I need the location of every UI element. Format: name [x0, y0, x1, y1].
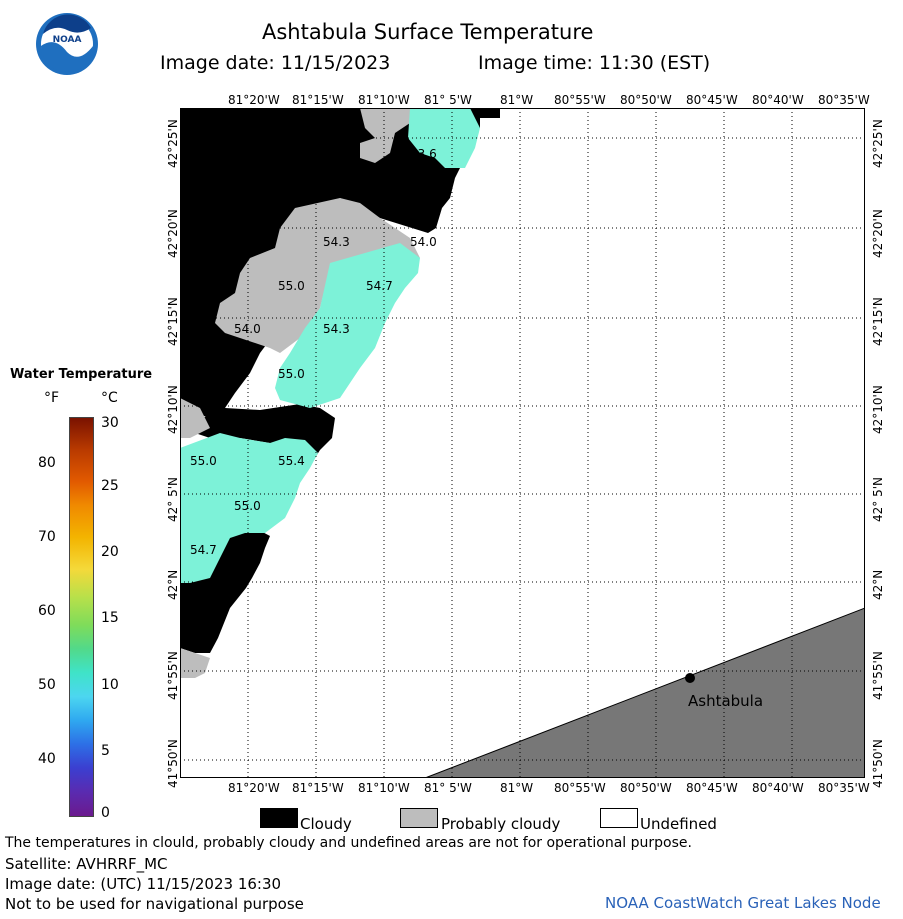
temp-label: 55.0	[278, 367, 305, 381]
legend-cloudy-swatch	[260, 808, 298, 828]
lon-tick: 80°35'W	[818, 93, 870, 107]
noaa-logo-icon: NOAA	[36, 13, 98, 75]
temp-label: 54.7	[366, 279, 393, 293]
temp-label: 54.3	[323, 235, 350, 249]
lat-tick: 42° 5'N	[871, 477, 885, 522]
lon-tick: 81° 5'W	[424, 781, 472, 795]
f-tick: 70	[38, 529, 56, 545]
lon-tick: 81°10'W	[358, 93, 410, 107]
c-tick: 15	[101, 610, 119, 626]
c-tick: 25	[101, 478, 119, 494]
c-tick: 10	[101, 677, 119, 693]
lon-tick: 81°10'W	[358, 781, 410, 795]
lon-tick: 81°W	[500, 93, 534, 107]
lat-tick: 42°25'N	[166, 119, 180, 168]
lat-tick: 42°25'N	[871, 119, 885, 168]
lat-tick: 42°20'N	[871, 209, 885, 258]
c-tick: 5	[101, 743, 110, 759]
lat-tick: 42°N	[166, 569, 180, 600]
f-tick: 60	[38, 603, 56, 619]
lon-tick: 80°50'W	[620, 93, 672, 107]
legend-probably-cloudy-swatch	[400, 808, 438, 828]
unit-celsius: °C	[101, 390, 118, 406]
footer-credit: NOAA CoastWatch Great Lakes Node	[605, 894, 881, 912]
colorbar-title: Water Temperature	[10, 367, 153, 382]
sst-map: 51.4 53.6 54.3 54.0 55.0 54.7 54.0 54.3 …	[180, 108, 865, 778]
ashtabula-marker	[685, 673, 695, 683]
legend-undefined-swatch	[600, 808, 638, 828]
footer-satellite: Satellite: AVHRRF_MC	[5, 855, 168, 873]
lon-tick: 81° 5'W	[424, 93, 472, 107]
lon-tick: 80°45'W	[686, 93, 738, 107]
colorbar	[69, 417, 94, 817]
lat-tick: 42°15'N	[871, 297, 885, 346]
lat-tick: 42°N	[871, 569, 885, 600]
water-region	[180, 108, 480, 583]
c-tick: 30	[101, 415, 119, 431]
lon-tick: 81°20'W	[228, 781, 280, 795]
lon-tick: 81°15'W	[292, 781, 344, 795]
cloudy-region	[180, 108, 500, 653]
svg-text:NOAA: NOAA	[53, 35, 82, 45]
temperature-labels: 51.4 53.6 54.3 54.0 55.0 54.7 54.0 54.3 …	[190, 147, 437, 557]
f-tick: 40	[38, 751, 56, 767]
lon-tick: 80°55'W	[554, 93, 606, 107]
unit-fahrenheit: °F	[44, 390, 60, 406]
lat-tick: 42°15'N	[166, 297, 180, 346]
lon-tick: 80°40'W	[752, 781, 804, 795]
lon-tick: 80°35'W	[818, 781, 870, 795]
temp-label: 54.0	[410, 235, 437, 249]
lat-tick: 42°10'N	[166, 385, 180, 434]
c-tick: 0	[101, 805, 110, 821]
f-tick: 50	[38, 677, 56, 693]
lat-tick: 41°50'N	[871, 739, 885, 788]
land-region	[424, 607, 865, 778]
legend-cloudy-label: Cloudy	[300, 815, 352, 833]
lat-tick: 41°55'N	[166, 651, 180, 700]
temp-label: 55.0	[190, 454, 217, 468]
legend-probably-cloudy-label: Probably cloudy	[441, 815, 561, 833]
lat-tick: 42° 5'N	[166, 477, 180, 522]
map-title: Ashtabula Surface Temperature	[262, 20, 594, 44]
c-tick: 20	[101, 544, 119, 560]
lon-tick: 81°W	[500, 781, 534, 795]
temp-label: 55.0	[234, 499, 261, 513]
lon-tick: 81°15'W	[292, 93, 344, 107]
noaa-logo: NOAA	[35, 12, 99, 76]
lon-tick: 80°40'W	[752, 93, 804, 107]
lon-tick: 80°55'W	[554, 781, 606, 795]
temp-label: 51.4	[323, 147, 350, 161]
temp-label: 54.7	[190, 543, 217, 557]
footer-navigation-warning: Not to be used for navigational purpose	[5, 895, 304, 913]
place-label: Ashtabula	[688, 692, 763, 710]
temp-label: 55.4	[278, 454, 305, 468]
probably-cloudy-region	[180, 108, 420, 678]
legend-undefined-label: Undefined	[640, 815, 717, 833]
image-date: Image date: 11/15/2023	[160, 52, 391, 74]
lat-tick: 41°50'N	[166, 739, 180, 788]
image-time: Image time: 11:30 (EST)	[478, 52, 711, 74]
lat-tick: 42°20'N	[166, 209, 180, 258]
temp-label: 55.0	[278, 279, 305, 293]
temp-label: 54.0	[234, 322, 261, 336]
footer-disclaimer: The temperatures in clould, probably clo…	[5, 835, 692, 851]
footer-image-date: Image date: (UTC) 11/15/2023 16:30	[5, 875, 282, 893]
temp-label: 53.6	[410, 147, 437, 161]
lat-tick: 42°10'N	[871, 385, 885, 434]
temp-label: 54.3	[323, 322, 350, 336]
lon-tick: 80°45'W	[686, 781, 738, 795]
lat-tick: 41°55'N	[871, 651, 885, 700]
f-tick: 80	[38, 455, 56, 471]
lon-tick: 81°20'W	[228, 93, 280, 107]
lon-tick: 80°50'W	[620, 781, 672, 795]
